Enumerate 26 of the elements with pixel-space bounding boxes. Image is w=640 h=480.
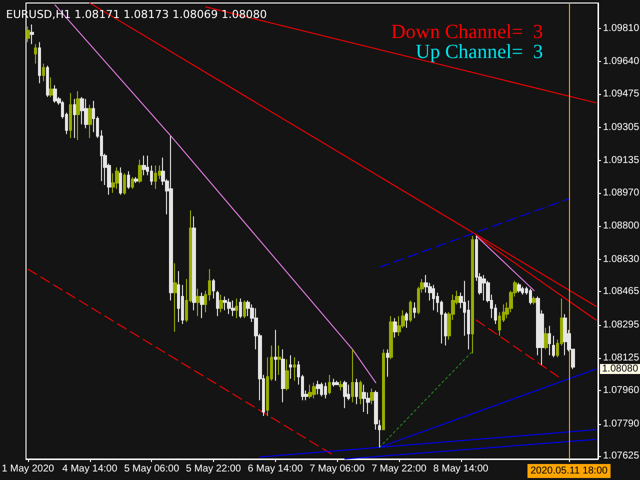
y-tick-label: 1.08800: [603, 220, 640, 232]
x-tick-label: 6 May 14:00: [248, 464, 304, 474]
y-tick-label: 1.08970: [603, 187, 640, 198]
y-tick-label: 1.08125: [603, 352, 640, 364]
y-tick-label: 1.08465: [603, 286, 640, 298]
y-tick-label: 1.09135: [603, 155, 640, 166]
text: 1.08080: [602, 364, 639, 375]
y-tick-label: 1.07790: [603, 418, 640, 430]
annotation: Up Channel= 3: [416, 41, 543, 63]
x-tick-label: 4 May 14:00: [62, 464, 118, 474]
y-tick-label: 1.09475: [603, 88, 640, 100]
y-tick-label: 1.08295: [603, 319, 640, 330]
x-tick-label: 5 May 22:00: [186, 464, 242, 474]
x-tick-label: 8 May 14:00: [433, 464, 489, 474]
y-tick-label: 1.09305: [603, 122, 640, 133]
x-tick-label: 1 May 2020: [2, 464, 54, 474]
y-tick-label: 1.09810: [603, 22, 640, 34]
x-tick-label: 2020.05.11 18:00: [530, 466, 608, 476]
y-tick-label: 1.09640: [603, 56, 640, 68]
x-tick-label: 5 May 06:00: [124, 464, 180, 474]
x-tick-label: 7 May 06:00: [310, 464, 366, 474]
y-tick-label: 1.07625: [603, 450, 640, 462]
y-tick-label: 1.08630: [603, 254, 640, 265]
y-tick-label: 1.07960: [603, 385, 640, 396]
x-tick-label: 7 May 22:00: [371, 464, 427, 474]
annotation: Down Channel= 3: [391, 21, 543, 43]
